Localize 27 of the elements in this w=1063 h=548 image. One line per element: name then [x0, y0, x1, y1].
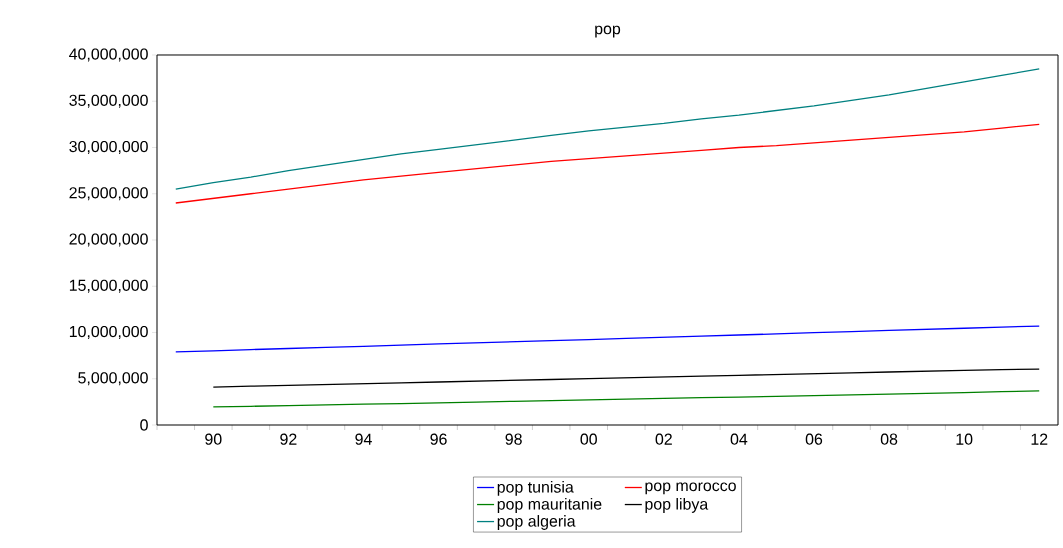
x-tick-label: 06	[805, 433, 823, 445]
y-tick-label: 15,000,000	[69, 279, 148, 293]
y-tick-label: 10,000,000	[69, 325, 148, 340]
y-tick-label: 30,000,000	[69, 140, 148, 155]
x-tick-label: 04	[730, 433, 748, 445]
y-tick-label: 20,000,000	[69, 233, 148, 247]
legend-label: pop algeria	[497, 515, 576, 530]
chart-title: pop	[595, 25, 621, 38]
legend-label: pop tunisia	[497, 480, 574, 496]
legend-label: pop morocco	[645, 482, 736, 495]
x-tick-label: 00	[580, 433, 597, 445]
x-tick-label: 98	[505, 433, 522, 445]
x-tick-label: 12	[1031, 433, 1048, 445]
legend-label: pop mauritanie	[497, 498, 602, 513]
y-tick-label: 35,000,000	[69, 94, 148, 108]
y-tick-label: 0	[140, 419, 148, 431]
x-tick-label: 10	[956, 433, 973, 445]
x-tick-label: 94	[355, 433, 372, 445]
y-tick-label: 25,000,000	[69, 187, 148, 201]
y-tick-label: 40,000,000	[69, 48, 148, 62]
legend-label: pop libya	[645, 498, 709, 513]
x-tick-label: 92	[280, 433, 297, 445]
x-tick-label: 96	[430, 433, 447, 445]
x-tick-label: 08	[880, 433, 898, 445]
x-tick-label: 90	[205, 433, 222, 445]
x-tick-label: 02	[655, 433, 672, 445]
y-tick-label: 5,000,000	[78, 372, 148, 386]
